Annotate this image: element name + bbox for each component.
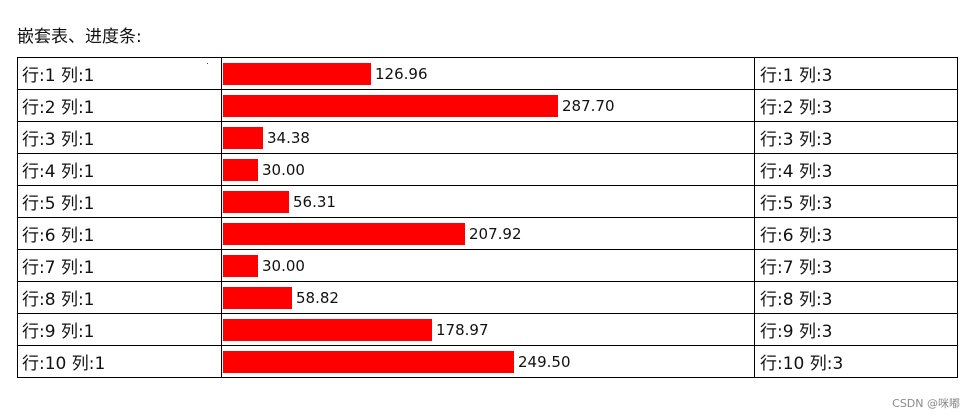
progress-cell: 58.82 xyxy=(221,281,755,314)
table-row: 行:10 列:1 249.50 行:10 列:3 xyxy=(17,345,958,378)
row-label-cell: 行:3 列:1 xyxy=(17,121,222,154)
row-label-cell: 行:7 列:1 xyxy=(17,249,222,282)
table-row: 行:7 列:1 30.00 行:7 列:3 xyxy=(17,249,958,282)
progress-value: 58.82 xyxy=(296,288,339,307)
row-label-cell: 行:1 列:1 xyxy=(17,57,222,90)
watermark: CSDN @咪嘟 xyxy=(892,397,960,410)
progress-bar xyxy=(223,254,258,277)
table-row: 行:2 列:1 287.70 行:2 列:3 xyxy=(17,89,958,122)
table-row: 行:9 列:1 178.97 行:9 列:3 xyxy=(17,313,958,346)
row-label-cell: 行:8 列:1 xyxy=(17,281,222,314)
row-col3-cell: 行:8 列:3 xyxy=(754,281,958,314)
progress-value: 178.97 xyxy=(436,320,489,339)
progress-value: 207.92 xyxy=(469,224,522,243)
table-row: 行:3 列:1 34.38 行:3 列:3 xyxy=(17,121,958,154)
table-row: 行:5 列:1 56.31 行:5 列:3 xyxy=(17,185,958,218)
row-col3-cell: 行:3 列:3 xyxy=(754,121,958,154)
progress-cell: 30.00 xyxy=(221,153,755,186)
progress-bar xyxy=(223,318,432,341)
row-label-cell: 行:2 列:1 xyxy=(17,89,222,122)
progress-cell: 34.38 xyxy=(221,121,755,154)
progress-bar xyxy=(223,286,292,309)
progress-value: 249.50 xyxy=(518,352,571,371)
progress-cell: 287.70 xyxy=(221,89,755,122)
row-label-cell: 行:10 列:1 xyxy=(17,345,222,378)
row-col3-cell: 行:9 列:3 xyxy=(754,313,958,346)
progress-value: 56.31 xyxy=(293,192,336,211)
progress-bar xyxy=(223,62,371,85)
table-row: 行:1 列:1 126.96 行:1 列:3 xyxy=(17,57,958,90)
table-row: 行:4 列:1 30.00 行:4 列:3 xyxy=(17,153,958,186)
row-col3-cell: 行:4 列:3 xyxy=(754,153,958,186)
row-label-cell: 行:5 列:1 xyxy=(17,185,222,218)
row-label-cell: 行:6 列:1 xyxy=(17,217,222,250)
table-row: 行:8 列:1 58.82 行:8 列:3 xyxy=(17,281,958,314)
page-heading: 嵌套表、进度条: xyxy=(17,27,142,47)
progress-value: 30.00 xyxy=(262,160,305,179)
row-col3-cell: 行:10 列:3 xyxy=(754,345,958,378)
progress-cell: 126.96 xyxy=(221,57,755,90)
progress-cell: 56.31 xyxy=(221,185,755,218)
row-label-cell: 行:4 列:1 xyxy=(17,153,222,186)
progress-value: 34.38 xyxy=(267,128,310,147)
progress-bar xyxy=(223,222,465,245)
progress-value: 287.70 xyxy=(562,96,615,115)
row-col3-cell: 行:1 列:3 xyxy=(754,57,958,90)
row-col3-cell: 行:6 列:3 xyxy=(754,217,958,250)
nested-table: 行:1 列:1 126.96 行:1 列:3 行:2 列:1 287.70 行:2 列:3… xyxy=(17,57,958,378)
progress-value: 126.96 xyxy=(375,64,428,83)
progress-cell: 30.00 xyxy=(221,249,755,282)
progress-value: 30.00 xyxy=(262,256,305,275)
row-col3-cell: 行:5 列:3 xyxy=(754,185,958,218)
progress-cell: 249.50 xyxy=(221,345,755,378)
progress-bar xyxy=(223,94,558,117)
progress-bar xyxy=(223,190,289,213)
progress-bar xyxy=(223,350,514,373)
progress-cell: 207.92 xyxy=(221,217,755,250)
progress-bar xyxy=(223,126,263,149)
row-label-cell: 行:9 列:1 xyxy=(17,313,222,346)
row-col3-cell: 行:7 列:3 xyxy=(754,249,958,282)
row-col3-cell: 行:2 列:3 xyxy=(754,89,958,122)
progress-bar xyxy=(223,158,258,181)
progress-cell: 178.97 xyxy=(221,313,755,346)
table-row: 行:6 列:1 207.92 行:6 列:3 xyxy=(17,217,958,250)
